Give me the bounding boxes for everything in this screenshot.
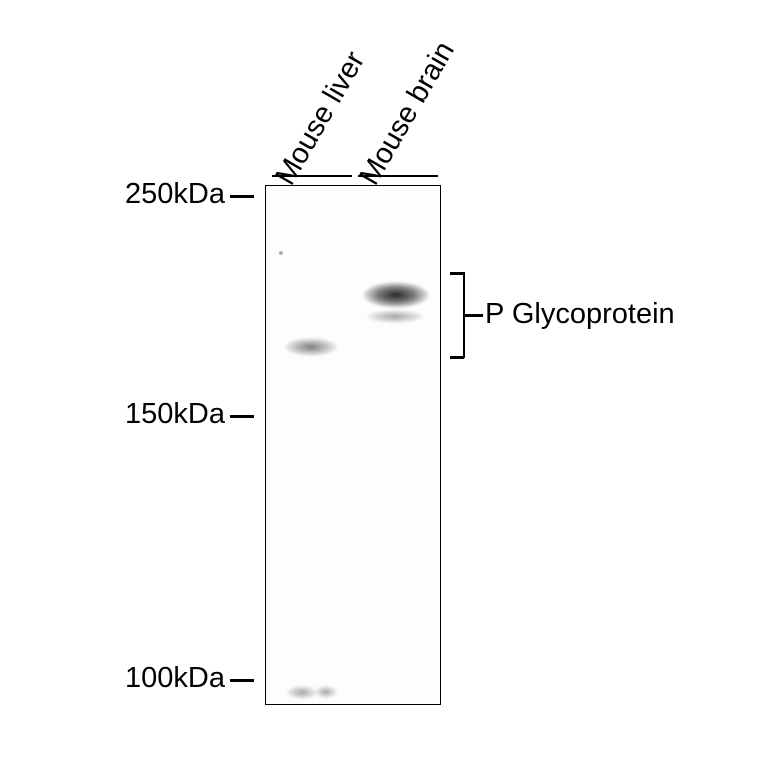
figure-container: Mouse liver Mouse brain 250kDa 150kDa 10… xyxy=(0,0,764,764)
mw-tick-150 xyxy=(230,415,254,418)
lane-bar-1 xyxy=(272,175,352,177)
artifact-speck xyxy=(279,251,283,255)
band-lane1-lower-b xyxy=(315,686,337,698)
protein-bracket-lead xyxy=(465,314,483,317)
band-lane2-main xyxy=(363,282,429,308)
mw-tick-250 xyxy=(230,195,254,198)
band-lane1-lower-a xyxy=(287,686,317,699)
mw-tick-100 xyxy=(230,679,254,682)
mw-label-250: 250kDa xyxy=(100,178,225,211)
protein-bracket-top xyxy=(450,272,464,275)
blot-membrane xyxy=(265,185,441,705)
band-lane2-secondary xyxy=(367,310,423,323)
protein-bracket-bottom xyxy=(450,356,464,359)
lane-bar-2 xyxy=(358,175,438,177)
lane-label-2: Mouse brain xyxy=(353,36,461,191)
protein-label: P Glycoprotein xyxy=(485,298,675,331)
mw-label-150: 150kDa xyxy=(100,398,225,431)
band-lane1-upper xyxy=(285,338,337,356)
mw-label-100: 100kDa xyxy=(100,662,225,695)
